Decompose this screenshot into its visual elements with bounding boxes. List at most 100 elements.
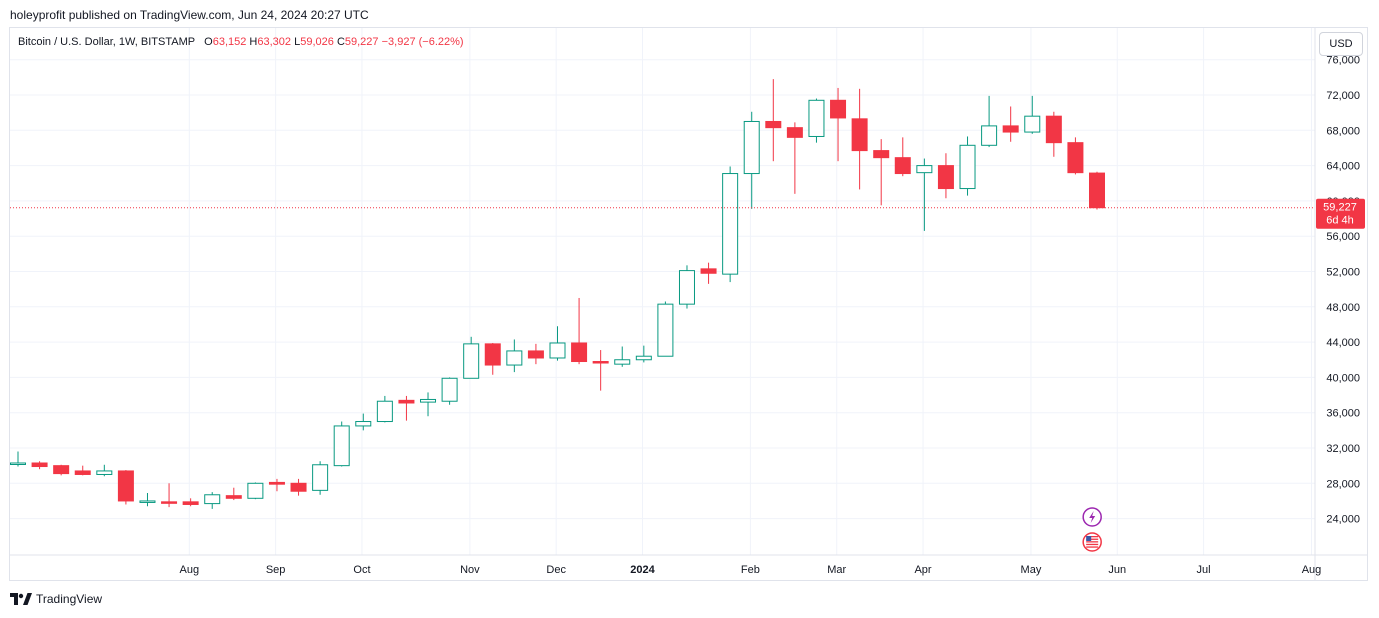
candle: [420, 392, 437, 417]
candle-body: [53, 465, 70, 475]
time-tick-label: Dec: [546, 564, 566, 576]
candle: [31, 461, 48, 470]
grid: [10, 28, 1315, 555]
candle: [463, 336, 480, 379]
candle-body: [268, 481, 285, 485]
candle: [678, 265, 695, 309]
candle-body: [161, 501, 178, 504]
price-tick-label: 32,000: [1326, 443, 1360, 455]
candle-body: [74, 470, 91, 475]
candle: [614, 346, 631, 367]
currency-button[interactable]: USD: [1319, 32, 1363, 56]
candle-body: [10, 462, 26, 466]
candle-body: [527, 350, 544, 359]
time-tick-label: Mar: [827, 564, 846, 576]
lightning-event-icon[interactable]: [1082, 507, 1102, 527]
time-tick-label: Nov: [460, 564, 480, 576]
candle: [571, 297, 588, 365]
candle-body: [592, 361, 609, 364]
price-tick-label: 64,000: [1326, 161, 1360, 173]
candle: [312, 461, 329, 495]
time-tick-label: 2024: [630, 564, 655, 576]
candle: [1002, 106, 1019, 142]
time-tick-label: Feb: [741, 564, 760, 576]
candle: [506, 339, 523, 373]
candle-body: [1002, 125, 1019, 133]
candle-body: [225, 495, 242, 499]
tradingview-logo-icon: [10, 593, 32, 605]
candle-body: [937, 165, 954, 190]
candle-body: [873, 150, 890, 159]
flag-stripe: [1086, 541, 1099, 543]
candle-body: [635, 355, 652, 361]
candle-body: [1024, 115, 1041, 133]
time-axis[interactable]: Aug Sep Oct Nov Dec 2024 Feb Mar Apr May Jun Jul Aug: [10, 554, 1368, 576]
flag-canton: [1086, 536, 1092, 541]
tradingview-logo[interactable]: TradingView: [10, 592, 102, 606]
low-label: L: [294, 36, 301, 48]
price-badge-value: 59,227: [1323, 202, 1357, 214]
time-tick-label: Aug: [180, 564, 200, 576]
candle-body: [441, 377, 458, 402]
candle: [830, 87, 847, 162]
candle-body: [31, 462, 48, 468]
candle-body: [204, 494, 221, 505]
candle: [851, 88, 868, 190]
time-tick-label: May: [1021, 564, 1042, 576]
lightning-glyph: [1089, 511, 1096, 523]
flag-stripe: [1086, 543, 1099, 546]
candle-body: [117, 470, 134, 502]
change-value: −3,927 (−6.22%): [381, 36, 464, 48]
price-axis[interactable]: 24,000 28,000 32,000 36,000 40,000 44,000 48,0…: [1314, 28, 1360, 581]
candle: [1067, 137, 1084, 175]
events[interactable]: [1082, 507, 1102, 552]
candle-body: [700, 268, 717, 274]
flag-stripe: [1086, 546, 1099, 548]
time-tick-label: Aug: [1302, 564, 1322, 576]
candle: [74, 465, 91, 476]
price-tick-label: 76,000: [1326, 55, 1360, 67]
candle: [700, 262, 717, 284]
candle-body: [722, 173, 739, 275]
time-tick-label: Jul: [1197, 564, 1211, 576]
us-flag-event-icon[interactable]: [1082, 532, 1102, 552]
candle: [743, 111, 760, 209]
candle: [722, 166, 739, 283]
candle: [333, 421, 350, 467]
candle: [225, 487, 242, 501]
candle-body: [376, 400, 393, 423]
candles: [10, 79, 1105, 509]
candle: [117, 470, 134, 505]
candle-body: [549, 342, 566, 359]
tradingview-brand: TradingView: [36, 592, 103, 606]
price-tick-label: 48,000: [1326, 302, 1360, 314]
candle-body: [830, 99, 847, 119]
price-tick-label: 28,000: [1326, 478, 1360, 490]
candle: [959, 136, 976, 196]
candle: [527, 343, 544, 365]
candle: [96, 464, 113, 477]
candle-body: [355, 421, 372, 427]
candle-body: [420, 398, 437, 403]
candle: [916, 158, 933, 231]
candle: [873, 139, 890, 206]
price-tick-label: 36,000: [1326, 408, 1360, 420]
candle: [549, 326, 566, 361]
candle-body: [290, 482, 307, 492]
candle: [786, 122, 803, 194]
candle-body: [139, 500, 156, 503]
time-tick-label: Apr: [914, 564, 931, 576]
candle: [53, 464, 70, 476]
candle-body: [894, 157, 911, 175]
high-value: 63,302: [257, 36, 292, 48]
price-badge-countdown: 6d 4h: [1326, 215, 1354, 227]
price-tick-label: 44,000: [1326, 337, 1360, 349]
candle: [376, 395, 393, 423]
candle: [268, 478, 285, 492]
price-tick-label: 68,000: [1326, 125, 1360, 137]
flag-stripe: [1086, 538, 1099, 540]
candle: [894, 137, 911, 177]
flag-stripe: [1086, 536, 1099, 538]
